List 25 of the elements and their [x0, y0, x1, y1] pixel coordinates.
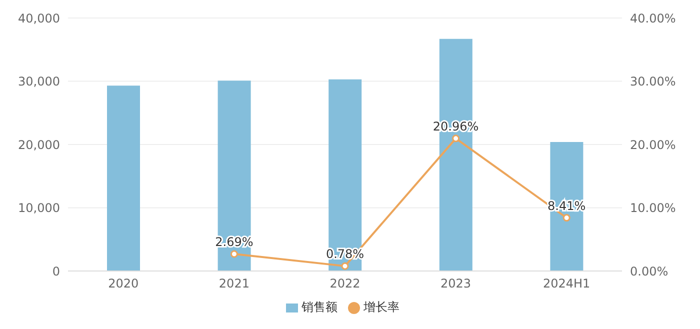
y2-tick-label: 40.00% [630, 11, 676, 26]
bar [218, 80, 251, 271]
point [230, 250, 238, 258]
x-tick-label: 2023 [440, 276, 472, 291]
legend-label: 销售额 [302, 300, 338, 314]
y2-tick-label: 30.00% [630, 74, 676, 89]
y2-tick-label: 10.00% [630, 201, 676, 216]
bar [107, 86, 140, 271]
y-tick-label: 30,000 [18, 74, 60, 89]
x-tick-label: 2021 [218, 276, 250, 291]
point [562, 214, 570, 222]
point [341, 262, 349, 270]
bar [328, 79, 362, 271]
bar [550, 142, 584, 271]
x-tick-label: 2022 [330, 276, 360, 291]
legend-label: 增长率 [364, 300, 400, 314]
y-tick-label: 20,000 [18, 138, 60, 152]
y2-tick-label: 20.00% [630, 138, 676, 152]
y-tick-label: 0 [52, 264, 60, 278]
y-tick-label: 40,000 [18, 11, 60, 26]
y2-tick-label: 0.00% [630, 264, 668, 278]
point [452, 134, 460, 142]
x-tick-label: 2020 [108, 276, 139, 291]
x-tick-label: 2024H1 [543, 276, 590, 291]
y-tick-label: 10,000 [18, 201, 60, 216]
